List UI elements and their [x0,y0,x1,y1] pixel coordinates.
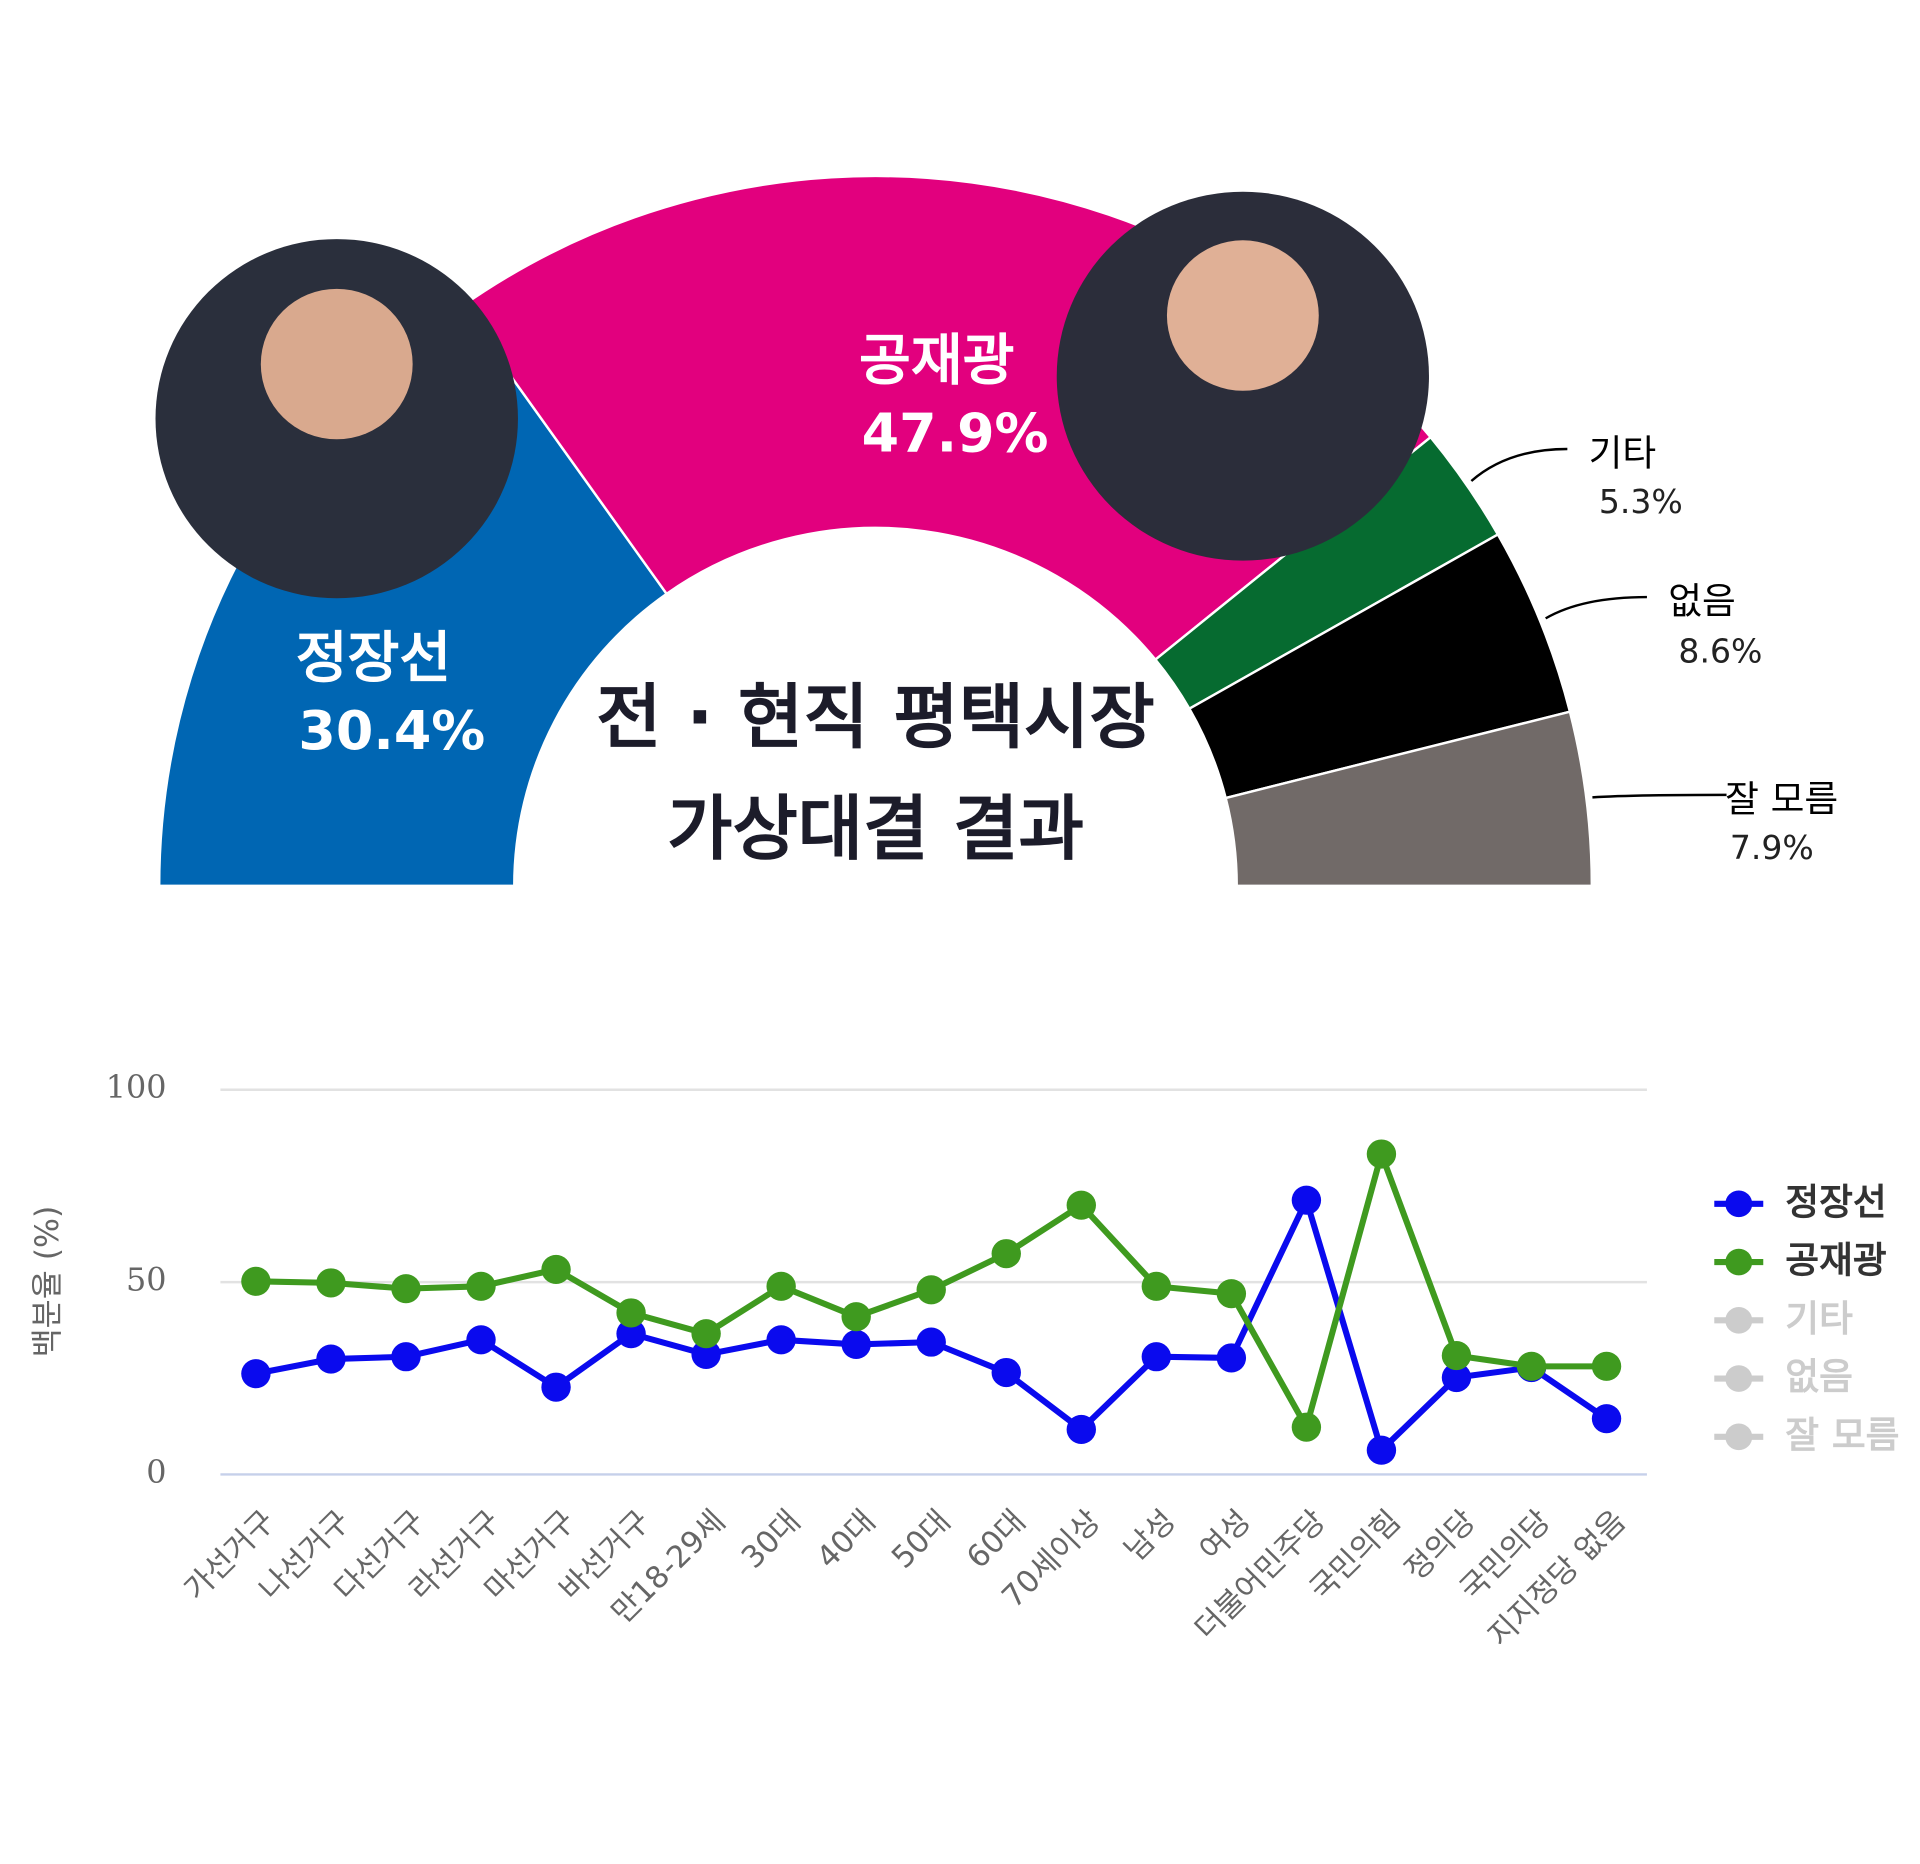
legend-label: 잘 모름 [1785,1413,1899,1456]
series-point [1066,1414,1096,1445]
series-point [1216,1343,1247,1373]
series-point [1516,1351,1547,1381]
legend-marker [1725,1190,1753,1218]
series-point [541,1372,571,1402]
series-point [241,1266,271,1296]
chart-title: 가상대결 결과 [667,787,1084,870]
legend-marker [1725,1306,1753,1334]
y-axis-label: 백분율 (%) [30,1206,66,1358]
slice-value-label: 47.9% [862,402,1049,465]
pie-slice [1224,710,1594,888]
series-point [1066,1190,1096,1220]
slice-label: 정장선 [296,626,451,691]
leader-line [1470,447,1568,482]
series-point [391,1342,421,1372]
legend-label: 공재광 [1785,1239,1886,1282]
series-point [766,1325,796,1355]
series-point [1141,1271,1172,1301]
series-point [1141,1342,1172,1372]
slice-label: 공재광 [859,329,1014,394]
series-point [316,1268,346,1298]
leader-line [1592,793,1727,799]
legend-label: 정장선 [1785,1180,1886,1223]
legend-marker [1725,1365,1753,1392]
series-point [241,1359,271,1389]
slice-value-label: 5.3% [1599,482,1683,521]
series-point [766,1271,796,1301]
legend-marker [1725,1248,1753,1276]
candidate-photo-face [1166,240,1319,391]
series-point [916,1327,946,1357]
candidate-photo-face [260,288,413,440]
series-point [1291,1412,1322,1442]
slice-label: 잘 모름 [1725,778,1838,821]
series-point [1366,1435,1397,1465]
series-point [1441,1362,1472,1393]
legend-marker [1725,1423,1753,1451]
series-point [1291,1185,1322,1215]
series-point [1366,1139,1397,1169]
chart-title: 전 · 현직 평택시장 [596,676,1154,759]
series-point [316,1344,346,1374]
series-point [991,1357,1021,1388]
series-point [916,1275,946,1305]
slice-label: 없음 [1668,580,1736,623]
series-point [541,1254,571,1284]
slice-value-label: 7.9% [1730,828,1814,867]
legend-label: 없음 [1785,1355,1853,1398]
x-tick-label: 30대 [735,1504,807,1576]
pie-labels: 정장선 30.4% 공재광 47.9% 기타 5.3% 없음 8.6% 잘 모름 7.9% 전 · … [296,329,1838,870]
series-point [1591,1351,1622,1381]
series-point [841,1329,871,1359]
slice-value-label: 30.4% [298,699,485,762]
leader-line [1545,595,1647,620]
series-point [991,1239,1021,1269]
x-tick-label: 50대 [885,1504,957,1576]
x-tick-label: 40대 [810,1504,882,1576]
series-line [255,1191,1609,1456]
y-tick-label: 0 [146,1455,166,1491]
series-point [1591,1404,1622,1434]
slice-label: 기타 [1589,432,1657,475]
series-point [841,1302,871,1332]
series-point [616,1319,646,1349]
series-point [466,1325,496,1355]
x-tick-label: 남성 [1118,1504,1183,1568]
series-point [691,1339,721,1369]
legend-label: 기타 [1785,1297,1853,1340]
series-point [391,1274,421,1304]
y-tick-label: 100 [106,1070,167,1106]
slice-value-label: 8.6% [1678,631,1762,670]
series-point [691,1319,721,1349]
x-tick-label: 여성 [1193,1504,1258,1568]
series-point [1216,1279,1247,1309]
series-point [616,1298,646,1328]
series-point [1441,1341,1472,1371]
series-point [466,1271,496,1301]
y-tick-label: 50 [126,1263,167,1299]
